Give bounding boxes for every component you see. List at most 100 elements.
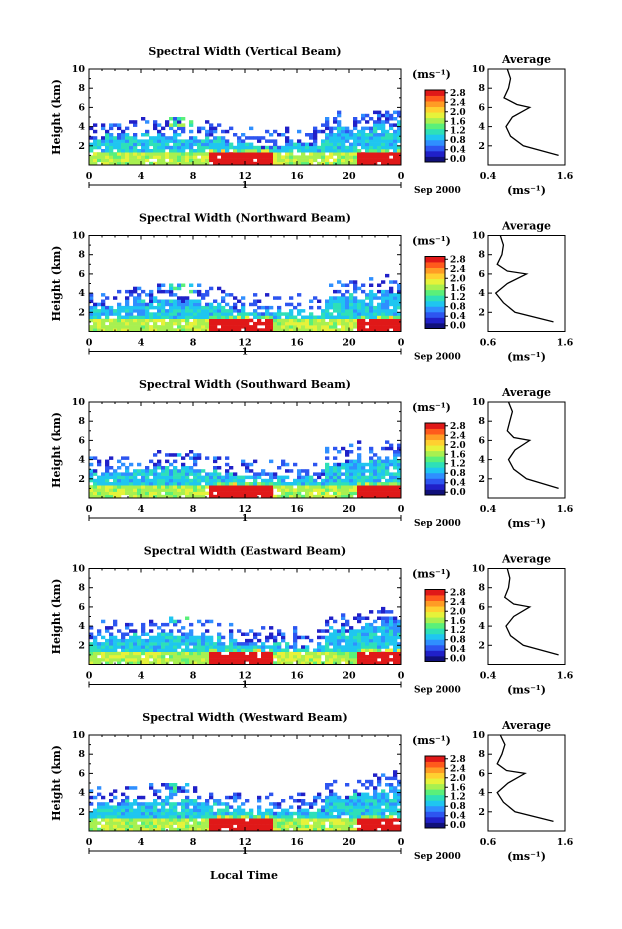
- heatmap-cell: [153, 654, 158, 659]
- heatmap-cell: [389, 136, 394, 140]
- heatmap-cell: [397, 795, 402, 800]
- heatmap-cell: [277, 161, 282, 166]
- heatmap-cell: [333, 309, 338, 313]
- heatmap-cell: [273, 318, 278, 323]
- colorbar-swatch: [425, 772, 445, 779]
- heatmap-cell: [337, 299, 342, 303]
- heatmap-cell: [317, 299, 322, 303]
- heatmap-cell: [385, 456, 390, 460]
- heatmap-cell: [169, 453, 174, 457]
- heatmap-cell: [133, 824, 138, 829]
- heatmap-cell: [369, 309, 374, 313]
- heatmap-cell: [301, 661, 306, 665]
- heatmap-cell: [233, 799, 238, 803]
- heatmap-cell: [205, 302, 210, 307]
- heatmap-cell: [261, 648, 266, 652]
- heatmap-cell: [349, 648, 354, 652]
- heatmap-cell: [385, 658, 390, 662]
- heatmap-cell: [129, 152, 134, 156]
- heatmap-cell: [185, 142, 190, 147]
- heatmap-cell: [189, 635, 194, 640]
- heatmap-cell: [221, 808, 226, 813]
- heatmap-cell: [277, 158, 282, 163]
- heatmap-cell: [337, 462, 342, 467]
- heatmap-cell: [321, 149, 326, 153]
- heatmap-cell: [305, 149, 310, 153]
- heatmap-cell: [209, 648, 214, 652]
- heatmap-cell: [141, 321, 146, 326]
- heatmap-cell: [321, 158, 326, 163]
- heatmap-cell: [373, 293, 378, 297]
- heatmap-cell: [153, 318, 158, 323]
- heatmap-cell: [237, 328, 242, 332]
- heatmap-cell: [285, 811, 290, 816]
- heatmap-cell: [361, 795, 366, 800]
- heatmap-cell: [181, 328, 186, 332]
- heatmap-cell: [129, 824, 134, 829]
- heatmap-cell: [309, 661, 314, 665]
- heatmap-cell: [101, 299, 106, 303]
- heatmap-cell: [197, 491, 202, 496]
- heatmap-cell: [209, 155, 214, 159]
- heatmap-cell: [221, 818, 226, 822]
- heatmap-cell: [289, 488, 294, 492]
- heatmap-cell: [233, 648, 238, 652]
- colorbar-swatch: [425, 622, 445, 629]
- heatmap-cell: [113, 648, 118, 652]
- heatmap-cell: [189, 482, 194, 486]
- heatmap-cell: [345, 289, 350, 294]
- heatmap-cell: [129, 305, 134, 310]
- heatmap-cell: [113, 638, 118, 643]
- colorbar-tick-label: 2.0: [450, 774, 466, 784]
- heatmap-cell: [241, 149, 246, 153]
- profile-x-tick-label: 1.6: [557, 671, 574, 682]
- heatmap-cell: [385, 821, 390, 825]
- heatmap-cell: [285, 815, 290, 819]
- x-tick-label: 12: [238, 504, 251, 515]
- heatmap-cell: [177, 321, 182, 326]
- heatmap-cell: [217, 302, 222, 307]
- heatmap-cell: [281, 133, 286, 137]
- heatmap-cell: [361, 139, 366, 143]
- heatmap-cell: [353, 139, 358, 143]
- heatmap-cell: [325, 478, 330, 483]
- heatmap-cell: [209, 152, 214, 156]
- date-label: Sep 2000: [414, 186, 461, 196]
- heatmap-cell: [133, 654, 138, 659]
- heatmap-cell: [333, 321, 338, 326]
- heatmap-cell: [241, 321, 246, 326]
- x-tick-label: 12: [238, 671, 251, 682]
- heatmap-cell: [277, 309, 282, 313]
- heatmap-cell: [169, 815, 174, 819]
- heatmap-cell: [345, 827, 350, 832]
- colorbar-swatch: [425, 456, 445, 463]
- heatmap-cell: [377, 117, 382, 121]
- heatmap-cell: [345, 645, 350, 649]
- y-axis-label: Height (km): [50, 79, 63, 155]
- heatmap-cell: [353, 459, 358, 464]
- heatmap-cell: [197, 827, 202, 832]
- heatmap-cell: [237, 795, 242, 800]
- heatmap-cell: [153, 299, 158, 303]
- heatmap-cell: [137, 315, 142, 319]
- heatmap-cell: [97, 315, 102, 319]
- heatmap-cell: [389, 123, 394, 127]
- heatmap-cell: [373, 478, 378, 483]
- heatmap-cell: [313, 318, 318, 323]
- heatmap-cell: [333, 645, 338, 649]
- heatmap-cell: [345, 488, 350, 492]
- heatmap-cell: [337, 808, 342, 813]
- heatmap-cell: [249, 158, 254, 163]
- heatmap-cell: [161, 485, 166, 489]
- heatmap-cell: [201, 149, 206, 153]
- heatmap-cell: [173, 789, 178, 793]
- heatmap-cell: [333, 139, 338, 143]
- heatmap-cell: [249, 302, 254, 307]
- heatmap-cell: [337, 296, 342, 300]
- heatmap-cell: [345, 821, 350, 825]
- heatmap-cell: [105, 824, 110, 829]
- heatmap-cell: [397, 661, 402, 665]
- heatmap-cell: [365, 309, 370, 313]
- heatmap-cell: [301, 149, 306, 153]
- heatmap-cell: [185, 453, 190, 457]
